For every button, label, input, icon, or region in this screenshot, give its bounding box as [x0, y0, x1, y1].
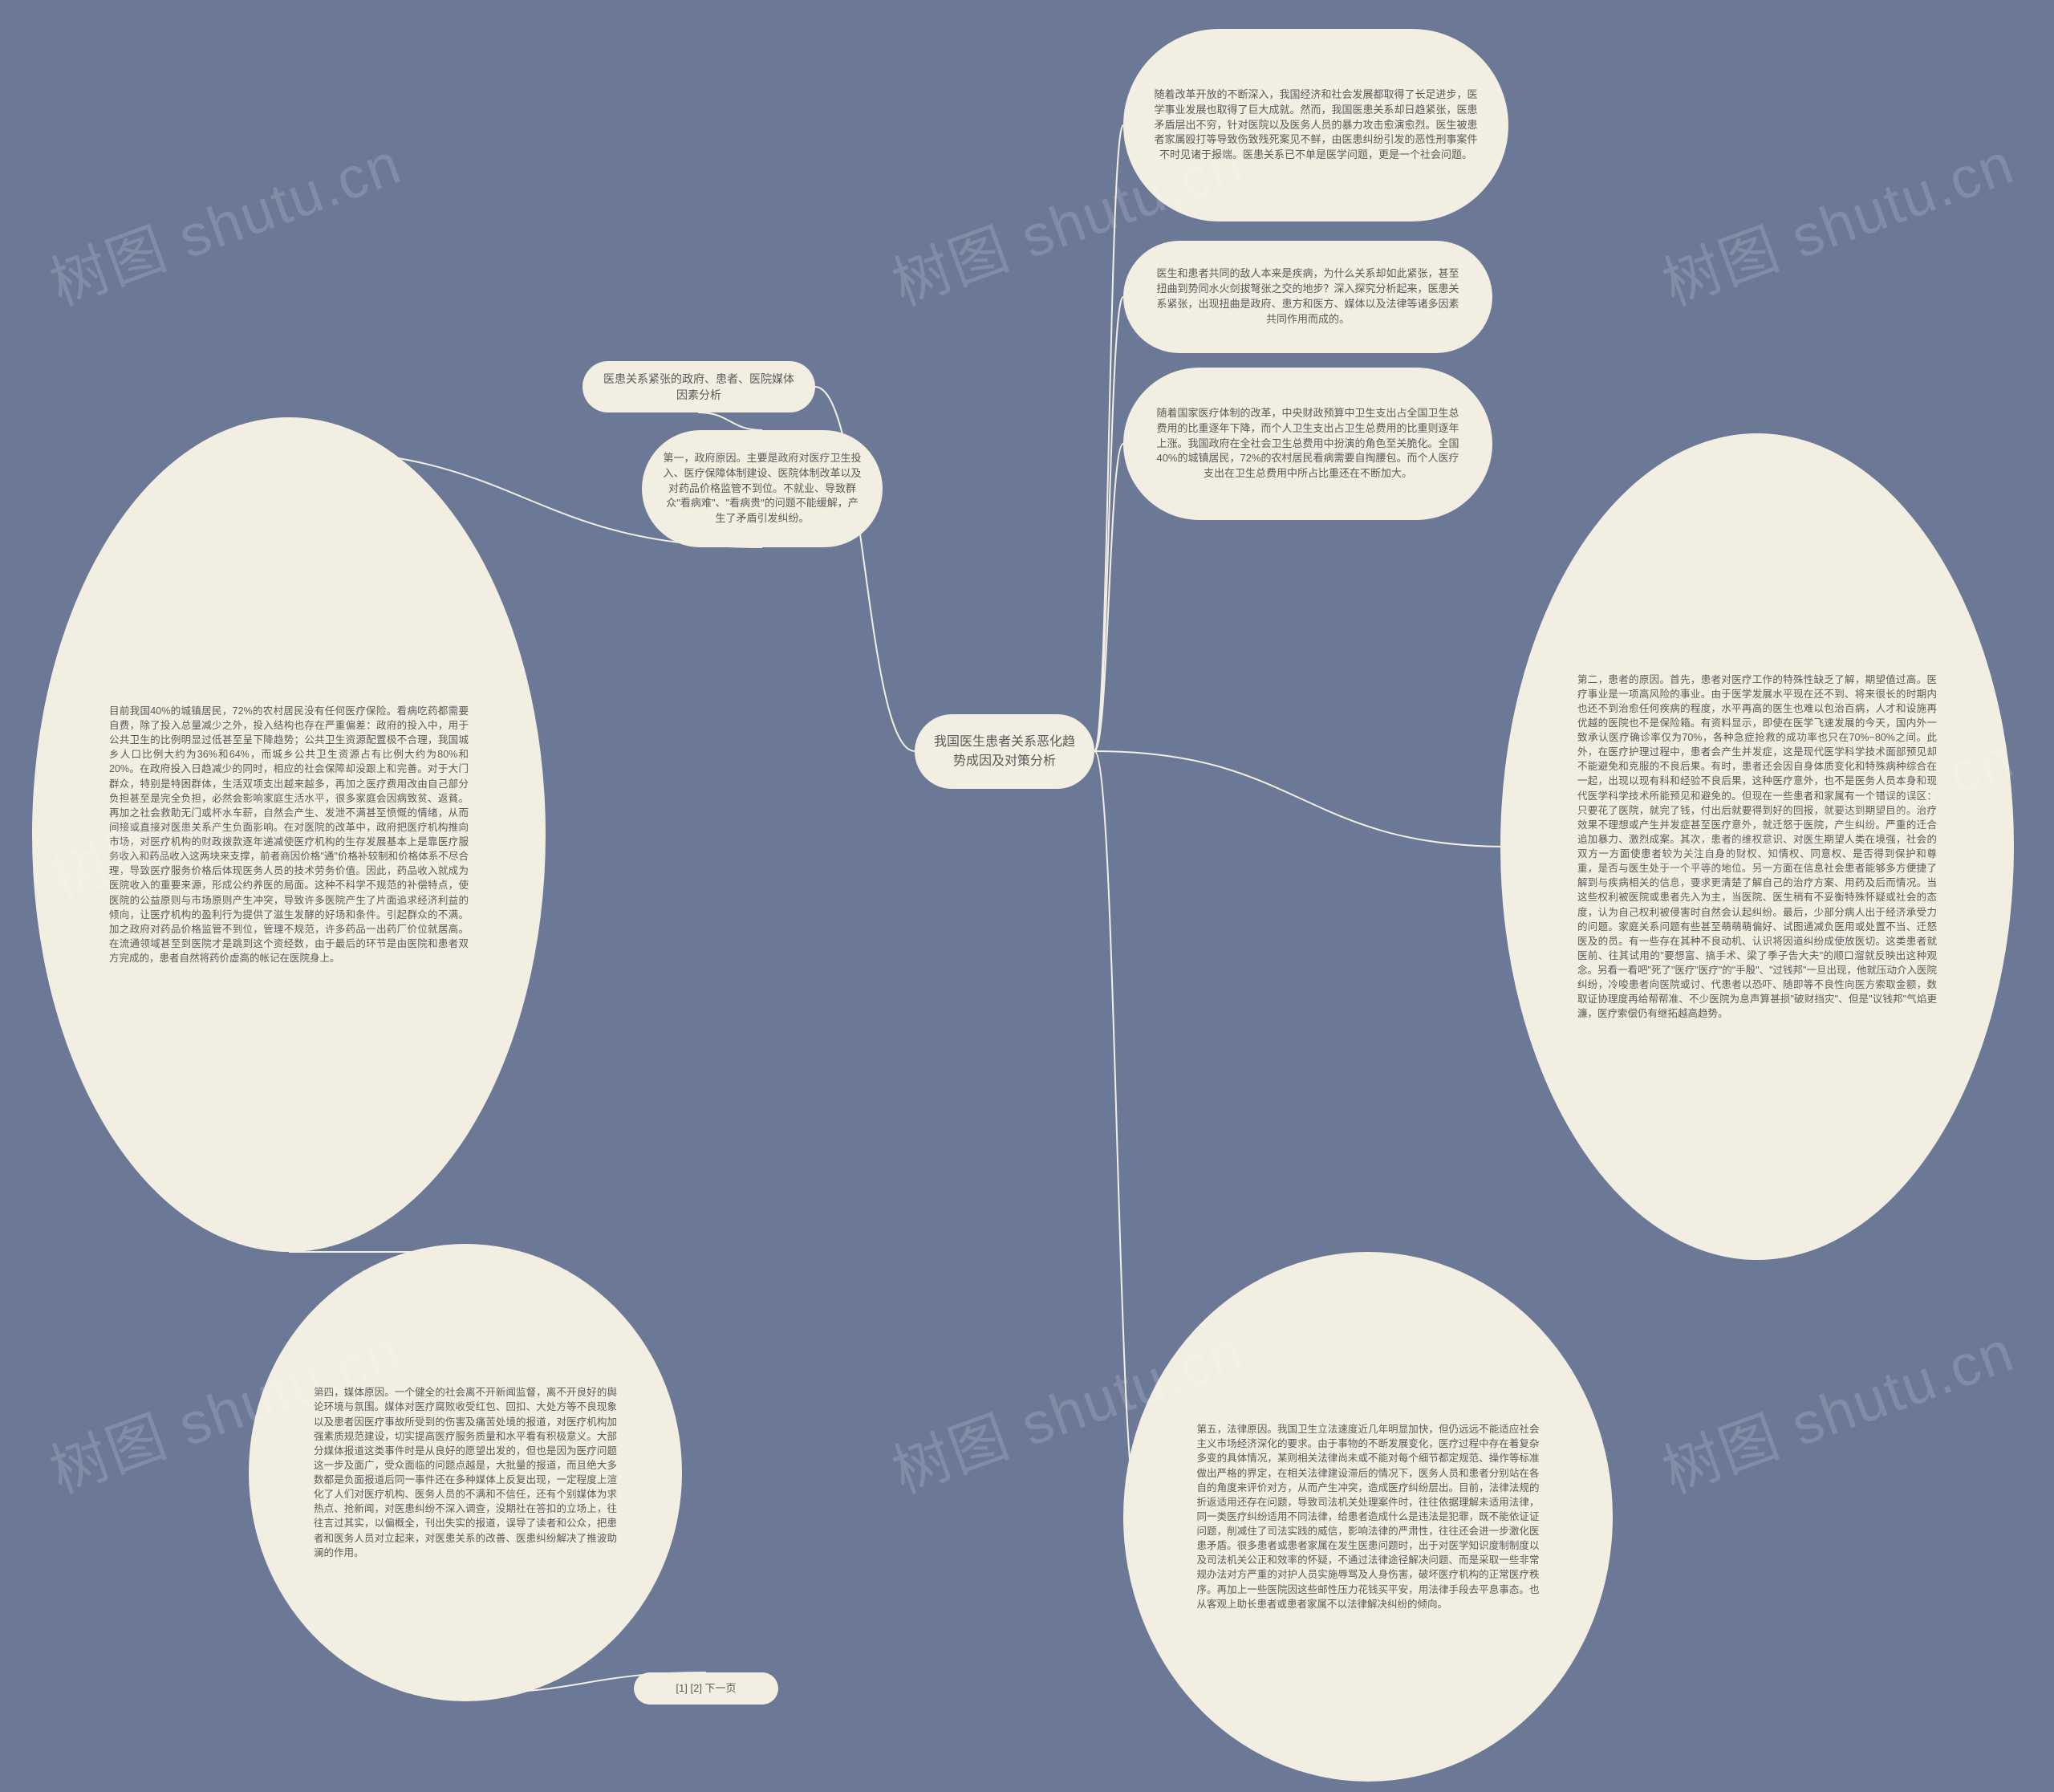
top-node-3-text: 随着国家医疗体制的改革，中央财政预算中卫生支出占全国卫生总费用的比重逐年下降，而…	[1153, 406, 1463, 482]
left-bottom-text: 第四，媒体原因。一个健全的社会离不开新闻监督，离不开良好的舆论环境与氛围。媒体对…	[314, 1385, 617, 1560]
top-node-3: 随着国家医疗体制的改革，中央财政预算中卫生支出占全国卫生总费用的比重逐年下降，而…	[1123, 368, 1492, 520]
right-big-text: 第二，患者的原因。首先，患者对医疗工作的特殊性缺乏了解，期望值过高。医疗事业是一…	[1577, 673, 1937, 1022]
hub-node-text: 医患关系紧张的政府、患者、医院媒体因素分析	[601, 371, 797, 404]
right-big-circle: 第二，患者的原因。首先，患者对医疗工作的特殊性缺乏了解，期望值过高。医疗事业是一…	[1500, 433, 2014, 1260]
left-big-text: 目前我国40%的城镇居民，72%的农村居民没有任何医疗保险。看病吃药都需要自费，…	[109, 704, 469, 965]
gov-node: 第一，政府原因。主要是政府对医疗卫生投入、医疗保障体制建设、医院体制改革以及对药…	[642, 430, 883, 547]
left-big-circle: 目前我国40%的城镇居民，72%的农村居民没有任何医疗保险。看病吃药都需要自费，…	[32, 417, 546, 1252]
top-node-1: 随着改革开放的不断深入，我国经济和社会发展都取得了长足进步，医学事业发展也取得了…	[1123, 29, 1508, 221]
hub-node: 医患关系紧张的政府、患者、医院媒体因素分析	[583, 361, 815, 412]
bottom-right-text: 第五，法律原因。我国卫生立法速度近几年明显加快，但仍远远不能适应社会主义市场经济…	[1197, 1422, 1540, 1611]
left-bottom-circle: 第四，媒体原因。一个健全的社会离不开新闻监督，离不开良好的舆论环境与氛围。媒体对…	[249, 1244, 682, 1701]
top-node-2-text: 医生和患者共同的敌人本来是疾病，为什么关系却如此紧张，甚至扭曲到势同水火剑拔弩张…	[1153, 266, 1463, 327]
pager-text: [1] [2] 下一页	[645, 1681, 766, 1697]
gov-node-text: 第一，政府原因。主要是政府对医疗卫生投入、医疗保障体制建设、医院体制改革以及对药…	[661, 451, 863, 526]
pager-pill[interactable]: [1] [2] 下一页	[634, 1672, 778, 1705]
center-node: 我国医生患者关系恶化趋势成因及对策分析	[915, 714, 1094, 789]
center-node-text: 我国医生患者关系恶化趋势成因及对策分析	[929, 733, 1080, 770]
mindmap-canvas: 我国医生患者关系恶化趋势成因及对策分析 医患关系紧张的政府、患者、医院媒体因素分…	[0, 0, 2054, 1792]
top-node-2: 医生和患者共同的敌人本来是疾病，为什么关系却如此紧张，甚至扭曲到势同水火剑拔弩张…	[1123, 241, 1492, 353]
top-node-1-text: 随着改革开放的不断深入，我国经济和社会发展都取得了长足进步，医学事业发展也取得了…	[1154, 87, 1477, 163]
bottom-right-circle: 第五，法律原因。我国卫生立法速度近几年明显加快，但仍远远不能适应社会主义市场经济…	[1123, 1252, 1613, 1782]
